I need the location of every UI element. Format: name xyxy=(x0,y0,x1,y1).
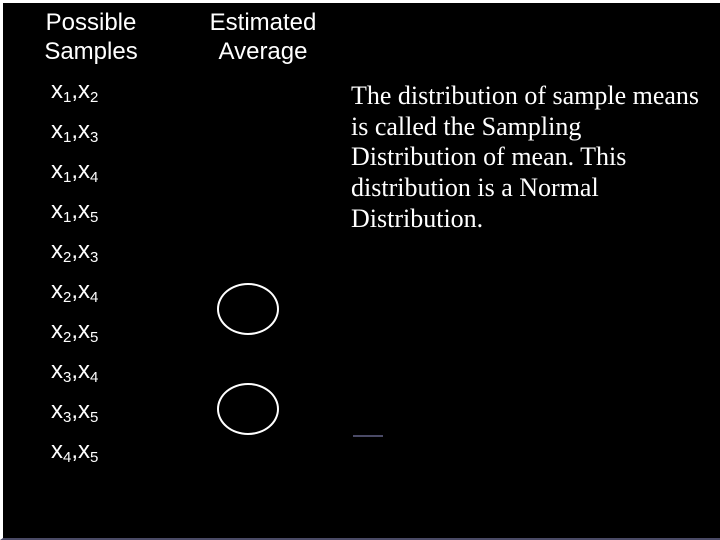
sample-pair: x1,x4 xyxy=(51,159,151,183)
subscript: 5 xyxy=(90,409,98,426)
subscript: 1 xyxy=(63,89,71,106)
subscript: 3 xyxy=(90,129,98,146)
subscript: 1 xyxy=(63,129,71,146)
sample-pair: x4,x5 xyxy=(51,439,151,463)
subscript: 5 xyxy=(90,209,98,226)
divider xyxy=(353,435,383,437)
subscript: 2 xyxy=(63,249,71,266)
sample-pair: x2,x4 xyxy=(51,279,151,303)
sample-pair: x1,x5 xyxy=(51,199,151,223)
sample-pair: x1,x3 xyxy=(51,119,151,143)
column-header-samples: Possible Samples xyxy=(31,9,151,67)
description-text: The distribution of sample means is call… xyxy=(351,81,703,234)
subscript: 4 xyxy=(90,289,98,306)
slide: Possible Samples Estimated Average x1,x2… xyxy=(0,0,720,540)
circle-icon xyxy=(217,383,279,435)
subscript: 5 xyxy=(90,449,98,466)
samples-column: x1,x2 x1,x3 x1,x4 x1,x5 x2,x3 x2,x4 x2,x… xyxy=(51,79,151,479)
subscript: 2 xyxy=(90,89,98,106)
sample-pair: x2,x5 xyxy=(51,319,151,343)
subscript: 1 xyxy=(63,169,71,186)
subscript: 3 xyxy=(63,369,71,386)
subscript: 4 xyxy=(90,169,98,186)
subscript: 2 xyxy=(63,289,71,306)
subscript: 1 xyxy=(63,209,71,226)
sample-pair: x2,x3 xyxy=(51,239,151,263)
subscript: 5 xyxy=(90,329,98,346)
subscript: 3 xyxy=(90,249,98,266)
column-header-average: Estimated Average xyxy=(193,9,333,67)
circle-icon xyxy=(217,283,279,335)
sample-pair: x3,x4 xyxy=(51,359,151,383)
subscript: 4 xyxy=(90,369,98,386)
sample-pair: x3,x5 xyxy=(51,399,151,423)
sample-pair: x1,x2 xyxy=(51,79,151,103)
subscript: 2 xyxy=(63,329,71,346)
subscript: 3 xyxy=(63,409,71,426)
subscript: 4 xyxy=(63,449,71,466)
